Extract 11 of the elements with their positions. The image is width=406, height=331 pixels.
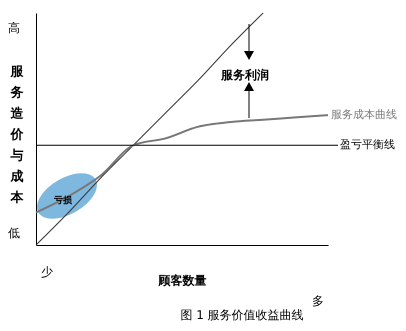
- annotation: 服务利润: [220, 68, 269, 82]
- series-label: 服务成本曲线: [331, 108, 397, 122]
- y-axis-title: 服务造价与成本: [10, 64, 24, 206]
- text: 低: [8, 226, 20, 240]
- x-axis-title: 顾客数量: [158, 274, 206, 288]
- text: 图 1 服务价值收益曲线: [180, 308, 304, 322]
- text: 多: [312, 294, 324, 308]
- text: 少: [41, 265, 53, 279]
- ref-line-label: 盈亏平衡线: [340, 138, 395, 152]
- text: 高: [8, 21, 20, 35]
- annotation: 亏损: [53, 195, 73, 206]
